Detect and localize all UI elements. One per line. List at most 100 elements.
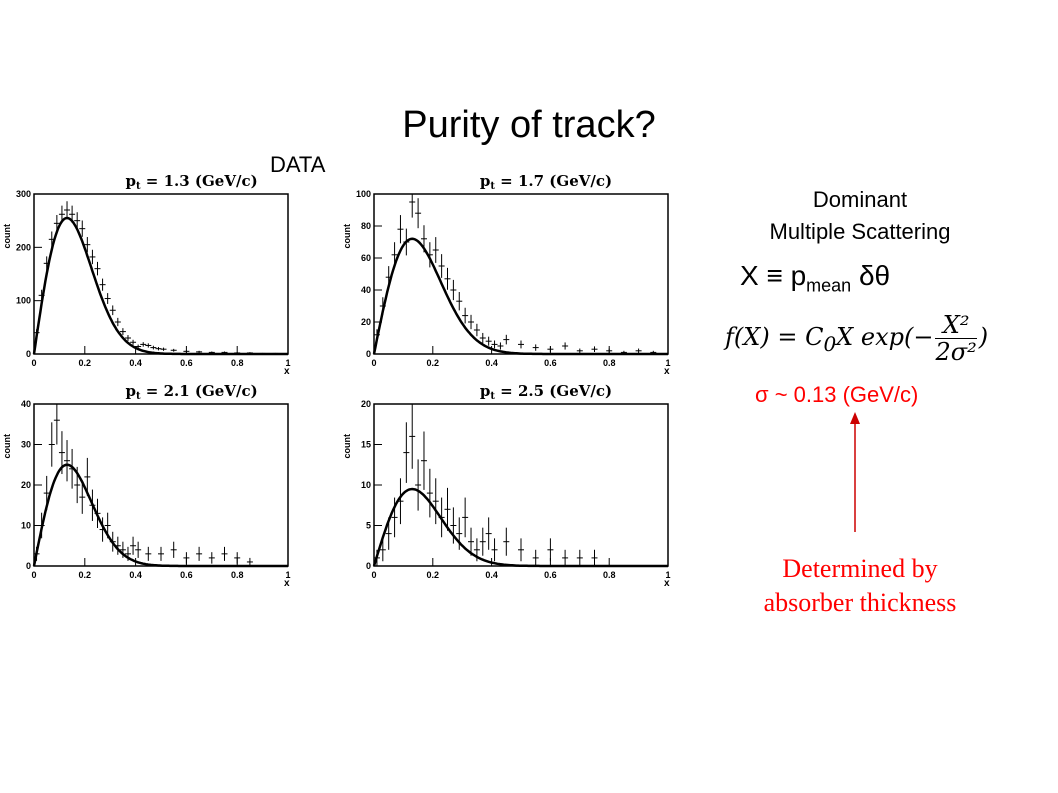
data-point [591, 549, 598, 566]
data-point [74, 212, 81, 230]
data-point [468, 314, 475, 330]
y-tick-label: 80 [361, 221, 371, 231]
data-point [473, 538, 480, 562]
data-point [635, 348, 642, 354]
data-point [532, 549, 539, 566]
data-point [479, 527, 486, 556]
y-tick-label: 40 [21, 399, 31, 409]
x-tick-label: 0 [371, 358, 376, 368]
sigma-value: σ ~ 0.13 (GeV/c) [755, 382, 919, 407]
data-point [104, 293, 111, 304]
data-point [246, 352, 253, 354]
data-point [79, 220, 86, 237]
data-point [409, 404, 416, 469]
y-tick-label: 60 [361, 253, 371, 263]
y-tick-label: 300 [16, 189, 31, 199]
x-tick-label: 0.8 [603, 570, 616, 580]
x-tick-label: 0.4 [485, 358, 498, 368]
data-point [503, 334, 510, 345]
data-point [124, 335, 131, 341]
data-point [479, 332, 486, 344]
y-tick-label: 20 [361, 399, 371, 409]
data-point [518, 538, 524, 562]
y-axis-label: count [342, 434, 352, 459]
data-label: DATA [270, 152, 326, 177]
fit-formula: f(X) = C0X exp(− X² 2σ²) [725, 312, 988, 365]
x-tick-label: 0 [31, 358, 36, 368]
data-point [444, 267, 451, 290]
x-tick-label: 0 [371, 570, 376, 580]
data-point [119, 541, 126, 558]
data-point [391, 497, 398, 538]
data-point [114, 317, 121, 327]
fit-curve [372, 487, 668, 568]
data-point [503, 527, 510, 556]
data-point [38, 289, 45, 301]
y-tick-label: 0 [366, 349, 371, 359]
data-point [397, 215, 404, 244]
page-title: Purity of track? [402, 104, 656, 146]
data-point [576, 348, 583, 354]
x-def-suffix: δθ [851, 260, 891, 291]
data-point [196, 350, 203, 353]
data-point [272, 352, 279, 354]
x-tick-label: 0.2 [79, 358, 92, 368]
data-point [155, 346, 162, 351]
data-point [43, 475, 50, 511]
data-point [170, 541, 177, 558]
data-point [183, 552, 190, 564]
y-tick-label: 100 [356, 189, 371, 199]
x-axis-label: x [284, 578, 290, 589]
data-point [64, 440, 71, 482]
x-tick-label: 0.2 [427, 358, 440, 368]
determined-line2: absorber thickness [763, 588, 957, 617]
data-point [456, 292, 463, 311]
data-point [444, 487, 451, 531]
data-point [246, 557, 253, 566]
data-point [140, 342, 147, 347]
data-point [158, 546, 164, 561]
data-point [438, 497, 445, 538]
x-tick-label: 1 [665, 358, 670, 368]
histogram-panel: pt = 1.7 (GeV/c) 0 20 40 60 80 100 0 0.2 0.4 0.6 0.… [342, 172, 671, 377]
dominant-text: Dominant Multiple Scattering [720, 184, 1000, 248]
data-point [135, 344, 142, 349]
x-tick-label: 0.2 [79, 570, 92, 580]
data-point [119, 328, 126, 336]
data-point [208, 552, 215, 564]
data-point [64, 201, 71, 219]
x-tick-label: 0.4 [129, 358, 142, 368]
data-point [547, 346, 554, 352]
x-tick-label: 0.8 [231, 570, 244, 580]
data-point [221, 546, 228, 561]
data-point [473, 323, 480, 337]
panel-title: pt = 2.5 (GeV/c) [480, 382, 612, 402]
histogram-panel: pt = 1.3 (GeV/c) 0 100 200 300 0 0.2 0.4 0.6 0.8 1… [2, 172, 291, 377]
y-tick-label: 20 [361, 317, 371, 327]
data-point [94, 498, 101, 528]
data-point [53, 404, 60, 445]
x-axis-label: x [284, 366, 290, 377]
x-tick-label: 0.6 [180, 570, 193, 580]
x-tick-label: 1 [285, 570, 290, 580]
data-point [409, 194, 416, 218]
dominant-line1: Dominant [812, 187, 908, 212]
data-point [491, 538, 498, 562]
panel-title: pt = 1.3 (GeV/c) [125, 172, 257, 192]
data-point [183, 350, 190, 353]
data-point [89, 489, 96, 521]
y-tick-label: 40 [361, 285, 371, 295]
data-point [33, 329, 40, 337]
data-point [69, 205, 76, 223]
data-point [426, 468, 433, 518]
data-point [43, 256, 50, 271]
data-point [403, 228, 410, 256]
data-point [373, 329, 380, 341]
y-tick-label: 30 [21, 440, 31, 450]
data-point [89, 249, 96, 265]
x-tick-label: 0.6 [544, 570, 557, 580]
data-point [234, 552, 241, 564]
data-point [130, 339, 137, 345]
data-point [53, 214, 60, 232]
